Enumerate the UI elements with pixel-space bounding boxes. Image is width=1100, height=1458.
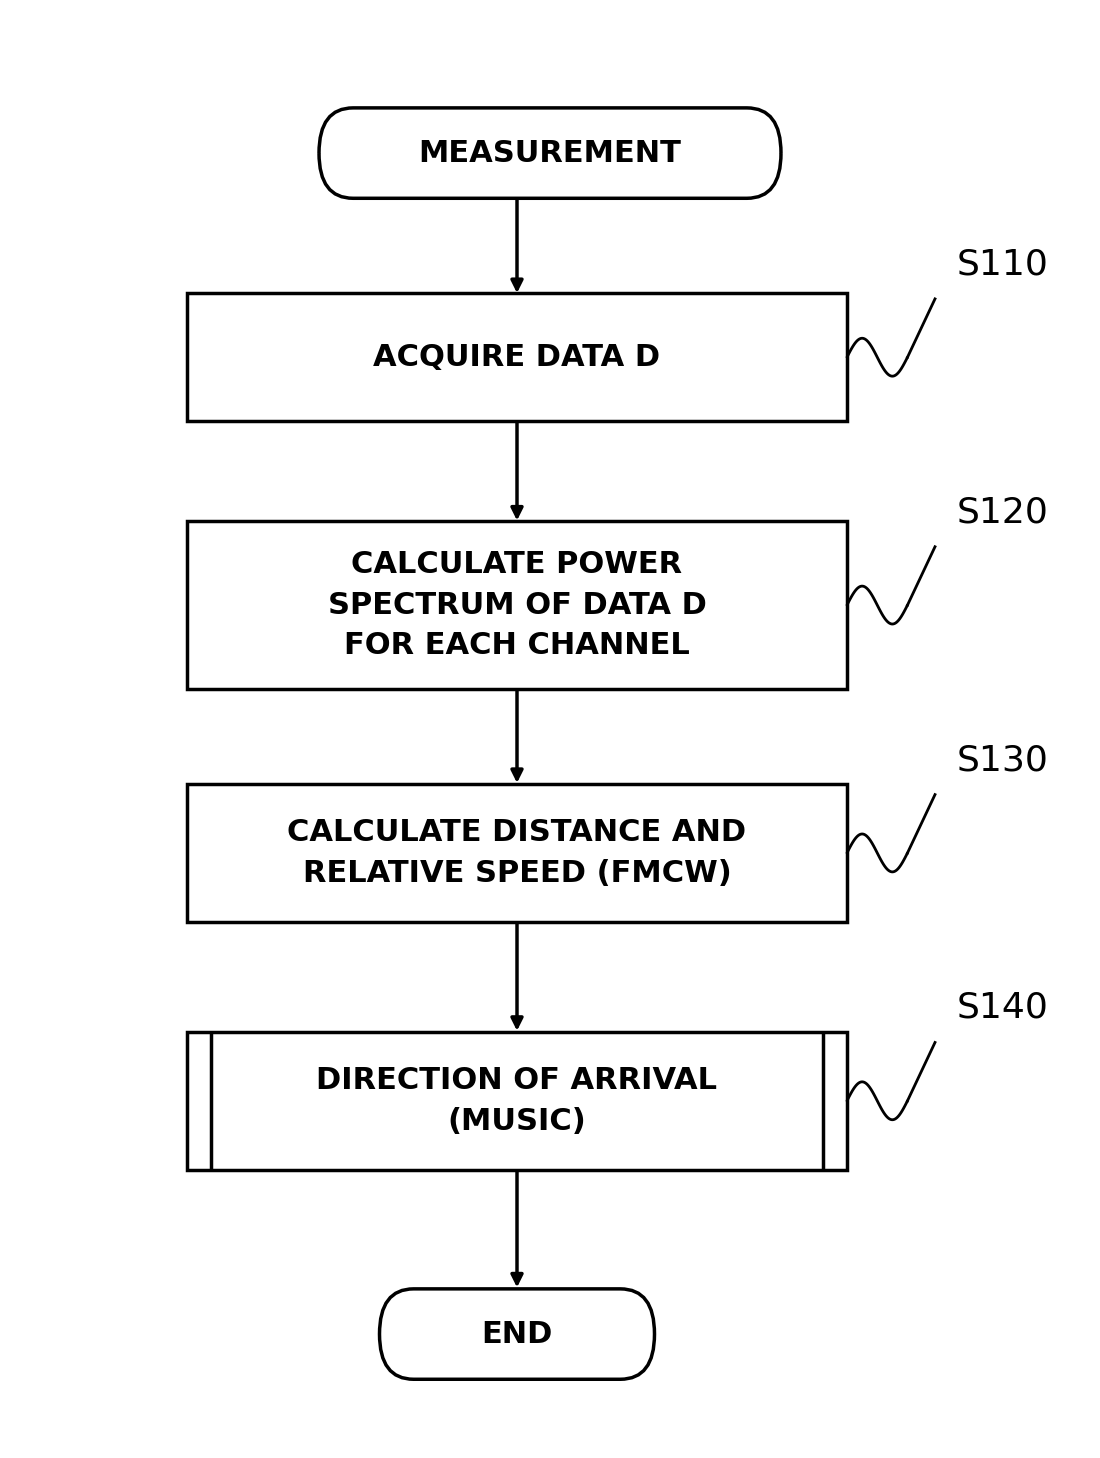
Text: S140: S140 [957,991,1049,1025]
FancyBboxPatch shape [319,108,781,198]
Text: MEASUREMENT: MEASUREMENT [419,139,681,168]
Text: CALCULATE DISTANCE AND
RELATIVE SPEED (FMCW): CALCULATE DISTANCE AND RELATIVE SPEED (F… [287,818,747,888]
Bar [187,293,847,421]
Bar [187,1032,847,1169]
Text: DIRECTION OF ARRIVAL
(MUSIC): DIRECTION OF ARRIVAL (MUSIC) [317,1066,717,1136]
Text: S130: S130 [957,744,1049,777]
Text: CALCULATE POWER
SPECTRUM OF DATA D
FOR EACH CHANNEL: CALCULATE POWER SPECTRUM OF DATA D FOR E… [328,550,706,660]
Bar [187,784,847,923]
Text: S110: S110 [957,248,1049,281]
FancyBboxPatch shape [379,1289,654,1379]
Text: S120: S120 [957,496,1049,529]
Bar [187,522,847,690]
Text: ACQUIRE DATA D: ACQUIRE DATA D [373,343,661,372]
Text: END: END [482,1319,552,1349]
